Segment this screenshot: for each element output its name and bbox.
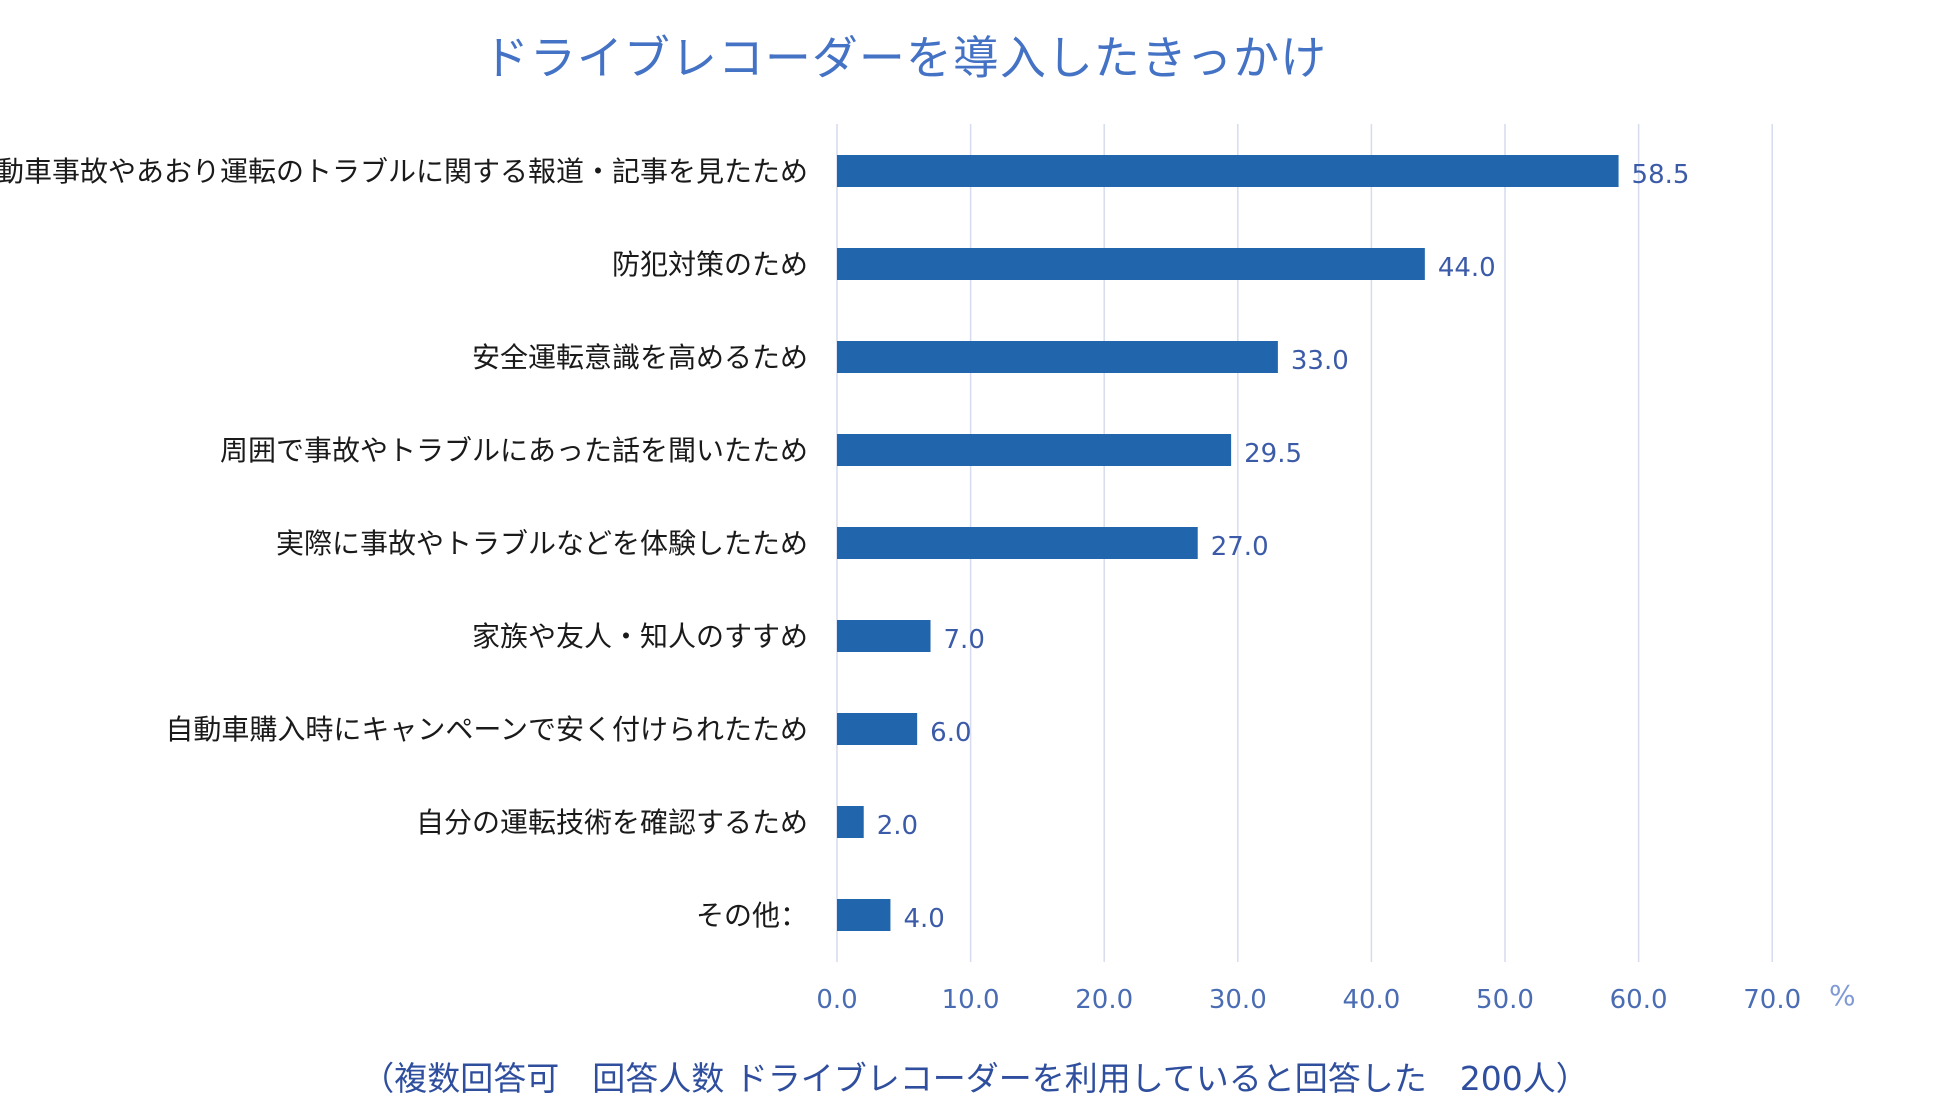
bar	[837, 341, 1278, 373]
x-tick-label: 60.0	[1610, 985, 1668, 1015]
data-label: 27.0	[1211, 532, 1269, 562]
category-label: 自動車購入時にキャンペーンで安く付けられたため	[165, 713, 808, 746]
x-axis-ticks: 0.0 10.0 20.0 30.0 40.0 50.0 60.0 70.0	[816, 985, 1801, 1015]
x-tick-label: 50.0	[1476, 985, 1534, 1015]
footnote: （複数回答可 回答人数 ドライブレコーダーを利用していると回答した 200人）	[361, 1059, 1589, 1098]
bar	[837, 155, 1619, 187]
x-tick-label: 70.0	[1743, 985, 1801, 1015]
data-label: 6.0	[930, 718, 971, 748]
data-label: 29.5	[1244, 439, 1302, 469]
bar	[837, 899, 891, 931]
bar	[837, 527, 1198, 559]
x-axis-unit: %	[1829, 979, 1856, 1012]
value-labels: 58.5 44.0 33.0 29.5 27.0 7.0 6.0 2.0 4.0	[877, 160, 1690, 934]
category-label: 防犯対策のため	[612, 248, 808, 281]
category-label: 安全運転意識を高めるため	[472, 341, 808, 374]
category-label: その他：	[696, 899, 808, 932]
category-label: 自動車事故やあおり運転のトラブルに関する報道・記事を見たため	[0, 155, 808, 188]
data-label: 44.0	[1438, 253, 1496, 283]
category-labels: 自動車事故やあおり運転のトラブルに関する報道・記事を見たため防犯対策のため安全運…	[0, 155, 808, 932]
data-label: 58.5	[1632, 160, 1690, 190]
category-label: 実際に事故やトラブルなどを体験したため	[276, 527, 808, 560]
x-tick-label: 0.0	[816, 985, 857, 1015]
category-label: 家族や友人・知人のすすめ	[472, 620, 808, 653]
bars	[837, 155, 1619, 931]
category-label: 自分の運転技術を確認するため	[416, 806, 808, 839]
bar	[837, 806, 864, 838]
bar	[837, 620, 931, 652]
data-label: 4.0	[903, 904, 944, 934]
data-label: 33.0	[1291, 346, 1349, 376]
data-label: 2.0	[877, 811, 918, 841]
x-tick-label: 10.0	[942, 985, 1000, 1015]
x-tick-label: 40.0	[1342, 985, 1400, 1015]
bar	[837, 248, 1425, 280]
category-label: 周囲で事故やトラブルにあった話を聞いたため	[220, 434, 808, 467]
x-tick-label: 20.0	[1075, 985, 1133, 1015]
x-tick-label: 30.0	[1209, 985, 1267, 1015]
bar	[837, 713, 918, 745]
chart-title: ドライブレコーダーを導入したきっかけ	[482, 31, 1328, 85]
bar	[837, 434, 1232, 466]
data-label: 7.0	[944, 625, 985, 655]
bar-chart: 自動車事故やあおり運転のトラブルに関する報道・記事を見たため防犯対策のため安全運…	[0, 124, 1856, 1015]
